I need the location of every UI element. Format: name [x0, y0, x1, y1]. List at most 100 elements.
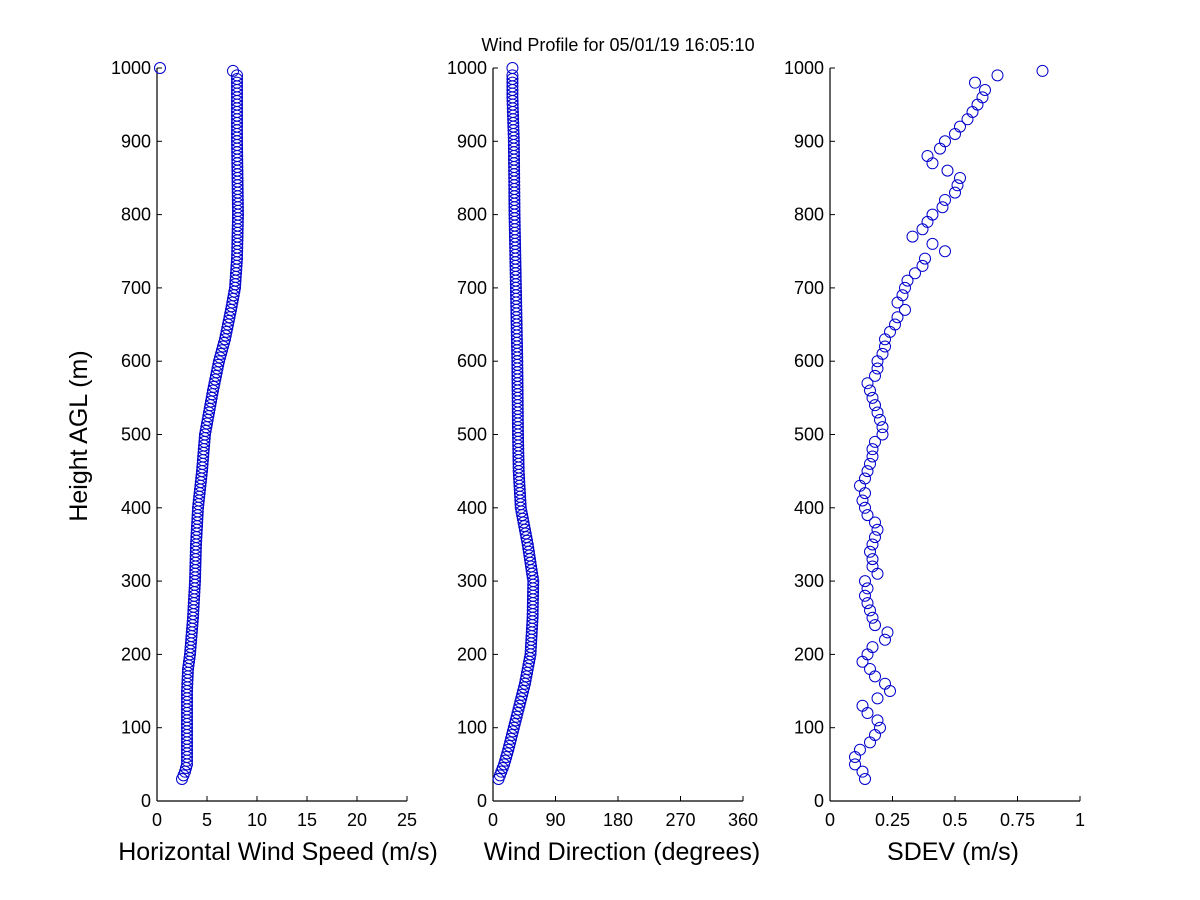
direction-ytick-label: 0 — [477, 791, 487, 811]
speed-ytick-label: 1000 — [111, 58, 151, 78]
speed-xtick-label: 10 — [247, 810, 267, 830]
sdev-data-point — [926, 208, 939, 221]
sdev-data-point — [866, 391, 879, 404]
sdev-data-point — [871, 714, 884, 727]
sdev-data-point — [861, 509, 874, 522]
sdev-panel: 0 100 200 300 400 500 600 700 800 900 1000 0 0.25 0.5… — [784, 58, 1085, 866]
sdev-data-point — [969, 76, 981, 89]
sdev-data-point — [871, 362, 884, 375]
sdev-xtick-label: 0 — [825, 810, 835, 830]
sdev-data-point — [864, 545, 876, 558]
sdev-data-point — [871, 692, 884, 705]
sdev-data-point — [869, 369, 881, 382]
sdev-data-point — [876, 421, 889, 434]
sdev-data-point — [861, 597, 874, 610]
direction-ytick-label: 400 — [457, 498, 487, 518]
sdev-data-point — [856, 494, 869, 507]
direction-data-point — [506, 62, 519, 74]
sdev-data-point — [949, 186, 961, 199]
speed-data-point — [231, 72, 243, 85]
speed-ytick-label: 100 — [121, 718, 151, 738]
sdev-data-point — [861, 582, 874, 595]
speed-ytick-label: 200 — [121, 644, 151, 664]
sdev-data-point — [859, 589, 871, 602]
sdev-data-point — [939, 135, 951, 148]
sdev-data-point — [869, 399, 881, 412]
sdev-data-point — [891, 311, 904, 324]
sdev-data-point — [879, 677, 891, 690]
sdev-data-point — [916, 259, 929, 272]
sdev-data-point — [954, 120, 966, 133]
speed-ytick-label: 700 — [121, 278, 151, 298]
speed-xtick-label: 5 — [202, 810, 212, 830]
speed-ytick-label: 0 — [141, 791, 151, 811]
sdev-data-point — [991, 69, 1004, 82]
sdev-data-point — [866, 450, 879, 463]
speed-xtick-label: 0 — [152, 810, 162, 830]
speed-ytick-label: 300 — [121, 571, 151, 591]
figure-title: Wind Profile for 05/01/19 16:05:10 — [481, 35, 754, 55]
direction-data-point — [506, 76, 519, 89]
sdev-x-label: SDEV (m/s) — [887, 838, 1019, 866]
direction-points — [492, 62, 540, 786]
speed-ytick-label: 900 — [121, 131, 151, 151]
direction-ytick-label: 800 — [457, 205, 487, 225]
sdev-data-point — [874, 721, 886, 734]
speed-ytick-label: 400 — [121, 498, 151, 518]
sdev-data-point — [854, 743, 866, 756]
sdev-data-point — [869, 516, 881, 529]
sdev-data-point — [869, 619, 881, 632]
speed-xtick-label: 20 — [347, 810, 367, 830]
speed-ytick-label: 600 — [121, 351, 151, 371]
sdev-ytick-label: 400 — [794, 498, 824, 518]
sdev-data-point — [864, 663, 876, 676]
sdev-data-point — [866, 553, 879, 566]
sdev-data-point — [866, 443, 879, 456]
sdev-data-point — [859, 501, 871, 514]
direction-ytick-label: 200 — [457, 644, 487, 664]
direction-ytick-label: 600 — [457, 351, 487, 371]
direction-xtick-label: 90 — [545, 810, 565, 830]
sdev-data-point — [881, 626, 894, 639]
sdev-data-point — [869, 435, 881, 448]
sdev-data-point — [879, 633, 891, 646]
sdev-data-point — [864, 604, 876, 617]
sdev-data-point — [849, 758, 861, 771]
sdev-data-point — [939, 245, 951, 258]
height-y-label: Height AGL (m) — [65, 350, 93, 521]
sdev-ytick-label: 200 — [794, 644, 824, 664]
sdev-ytick-label: 0 — [814, 791, 824, 811]
speed-points — [154, 62, 244, 786]
speed-x-label: Horizontal Wind Speed (m/s) — [118, 838, 438, 866]
sdev-data-point — [866, 611, 879, 624]
direction-ytick-label: 300 — [457, 571, 487, 591]
sdev-data-point — [871, 406, 884, 419]
sdev-data-point — [941, 164, 954, 177]
sdev-data-point — [866, 641, 879, 654]
sdev-ytick-label: 300 — [794, 571, 824, 591]
sdev-data-point — [936, 201, 949, 214]
sdev-points — [849, 64, 1049, 786]
sdev-ytick-label: 800 — [794, 205, 824, 225]
sdev-data-point — [954, 171, 966, 184]
sdev-data-point — [1036, 64, 1049, 77]
sdev-xtick-label: 0.25 — [875, 810, 910, 830]
sdev-data-point — [939, 193, 951, 206]
sdev-data-point — [859, 773, 871, 786]
sdev-data-point — [896, 289, 909, 302]
sdev-ytick-label: 100 — [794, 718, 824, 738]
speed-xtick-label: 25 — [397, 810, 417, 830]
direction-xtick-label: 0 — [488, 810, 498, 830]
sdev-data-point — [899, 281, 911, 294]
direction-ytick-label: 500 — [457, 425, 487, 445]
sdev-xtick-label: 1 — [1075, 810, 1085, 830]
sdev-data-point — [919, 252, 931, 265]
speed-data-point — [154, 62, 166, 74]
sdev-data-point — [921, 149, 934, 162]
sdev-data-point — [859, 472, 871, 485]
sdev-ticks: 0 100 200 300 400 500 600 700 800 900 1000 0 0.25 0.5… — [784, 58, 1085, 830]
direction-ytick-label: 100 — [457, 718, 487, 738]
direction-ytick-label: 1000 — [447, 58, 487, 78]
